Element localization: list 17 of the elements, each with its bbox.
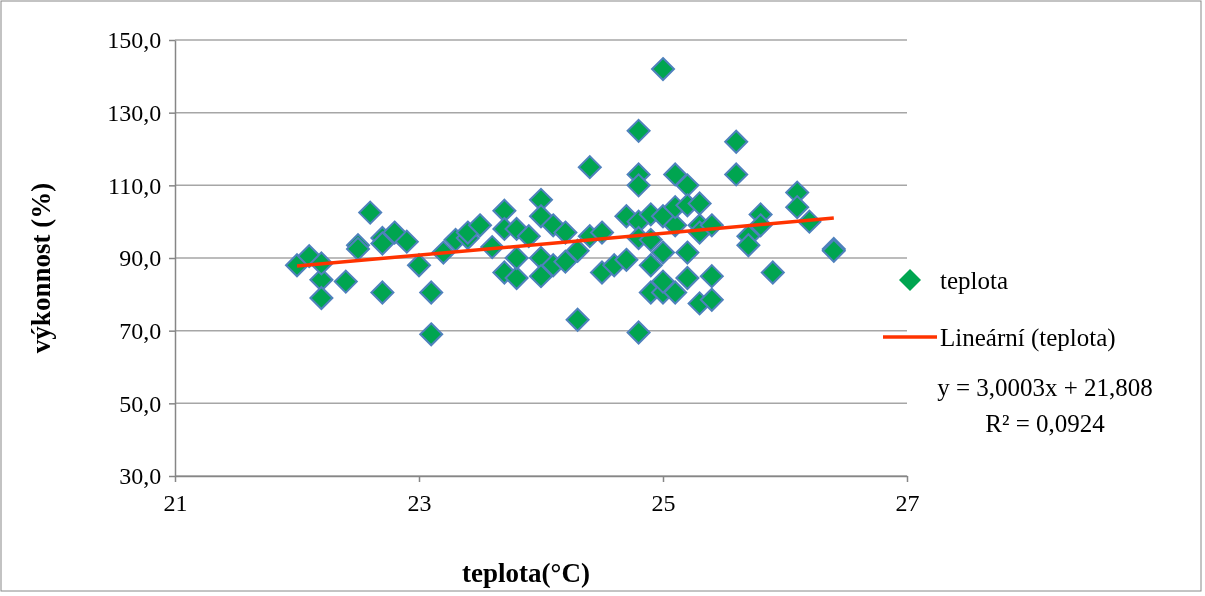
y-tick-label: 150,0	[107, 27, 162, 54]
y-tick-label: 50,0	[119, 390, 162, 417]
x-tick-label: 21	[163, 490, 188, 517]
y-axis-title: výkonnost (%)	[26, 182, 56, 354]
text: R² = 0,0924	[985, 410, 1106, 437]
legend-label: teplota	[940, 267, 1009, 294]
y-tick-label: 130,0	[107, 99, 162, 126]
legend-label: Lineární (teplota)	[940, 324, 1116, 352]
y-tick-label: 90,0	[119, 245, 162, 272]
x-tick-label: 23	[407, 490, 432, 517]
x-tick-label: 27	[895, 490, 920, 517]
y-tick-label: 30,0	[119, 463, 162, 490]
y-tick-label: 70,0	[119, 317, 162, 344]
x-axis-title: teplota(°C)	[462, 558, 590, 588]
x-tick-label: 25	[651, 490, 676, 517]
text: y = 3,0003x + 21,808	[937, 374, 1153, 401]
y-tick-label: 110,0	[108, 172, 162, 199]
